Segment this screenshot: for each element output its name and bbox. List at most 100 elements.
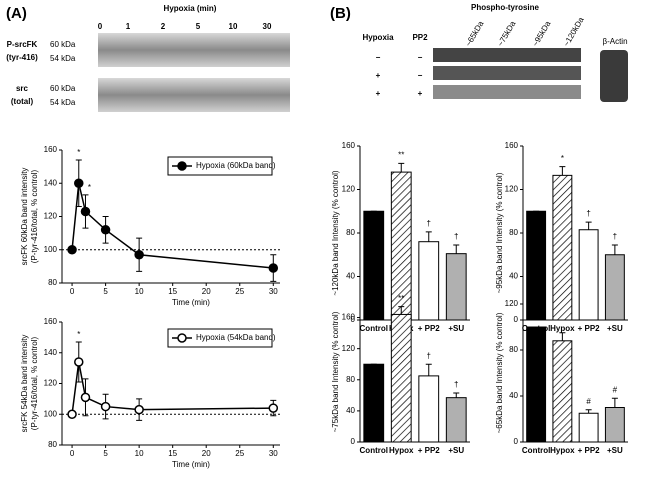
x-tick-label: Hypox bbox=[550, 446, 575, 455]
error-bar bbox=[559, 166, 566, 176]
x-tick-label: Control bbox=[360, 324, 388, 333]
x-tick-label: + PP2 bbox=[578, 446, 601, 455]
point bbox=[134, 249, 144, 260]
x-tick-label: 30 bbox=[269, 287, 278, 296]
y-axis-label: (P-tyr-416/total, % control) bbox=[30, 169, 39, 263]
x-tick-label: 15 bbox=[168, 449, 177, 458]
y-tick-label: 40 bbox=[346, 272, 355, 281]
x-tick-label: Control bbox=[522, 446, 550, 455]
blot-image bbox=[433, 85, 581, 99]
x-tick-label: +SU bbox=[448, 324, 464, 333]
error-bar bbox=[559, 332, 566, 341]
legend-marker bbox=[177, 161, 187, 171]
bar bbox=[604, 254, 625, 321]
condition-sign: − bbox=[376, 53, 381, 62]
error-bar bbox=[611, 244, 618, 255]
y-tick-label: 160 bbox=[342, 141, 356, 150]
significance: * bbox=[77, 148, 80, 157]
bar bbox=[445, 253, 467, 321]
series-line bbox=[71, 183, 274, 269]
blot-image bbox=[98, 33, 290, 67]
significance: # bbox=[613, 385, 618, 394]
error-bar bbox=[398, 306, 405, 315]
error-bar bbox=[453, 244, 460, 254]
blot-image bbox=[600, 50, 628, 102]
band-label: ~65kDa bbox=[464, 19, 486, 48]
y-axis-label: srcFK 60kDa band intensity bbox=[20, 168, 29, 266]
y-tick-label: 80 bbox=[346, 228, 355, 237]
point bbox=[268, 263, 279, 273]
y-tick-label: 80 bbox=[48, 278, 57, 287]
y-tick-label: 0 bbox=[514, 315, 519, 324]
band-label: 54 kDa bbox=[50, 54, 76, 63]
significance: † bbox=[454, 380, 458, 389]
y-tick-label: 160 bbox=[342, 313, 356, 322]
y-tick-label: 40 bbox=[509, 391, 518, 400]
point bbox=[67, 245, 77, 255]
x-tick-label: 10 bbox=[135, 287, 144, 296]
bar bbox=[390, 313, 412, 443]
y-tick-label: 80 bbox=[509, 345, 518, 354]
time-label: 0 bbox=[98, 22, 103, 31]
bar bbox=[578, 229, 599, 321]
blot-row-label: (tyr-416) bbox=[6, 53, 38, 62]
bar bbox=[418, 241, 440, 321]
x-tick-label: 20 bbox=[202, 287, 211, 296]
significance: † bbox=[454, 232, 458, 241]
point bbox=[268, 403, 279, 413]
time-label: 30 bbox=[263, 22, 272, 31]
significance: ** bbox=[398, 151, 404, 160]
condition-sign: + bbox=[418, 89, 423, 98]
point bbox=[67, 409, 77, 419]
band-label: 60 kDa bbox=[50, 84, 76, 93]
y-tick-label: 40 bbox=[346, 406, 355, 415]
y-tick-label: 0 bbox=[351, 315, 356, 324]
bar bbox=[363, 363, 385, 443]
bar bbox=[445, 397, 467, 443]
condition-sign: − bbox=[418, 53, 423, 62]
y-tick-label: 120 bbox=[505, 299, 519, 308]
time-label: 1 bbox=[126, 22, 131, 31]
y-tick-label: 120 bbox=[44, 379, 58, 388]
band-label: 60 kDa bbox=[50, 40, 76, 49]
condition-header: PP2 bbox=[412, 33, 428, 42]
y-tick-label: 120 bbox=[342, 185, 356, 194]
significance: * bbox=[88, 183, 91, 192]
y-tick-label: 140 bbox=[44, 348, 58, 357]
bar bbox=[363, 210, 385, 321]
bar bbox=[526, 210, 547, 321]
blot-row-label: (total) bbox=[11, 97, 34, 106]
x-tick-label: 0 bbox=[70, 449, 75, 458]
point bbox=[80, 206, 91, 217]
x-tick-label: + PP2 bbox=[418, 324, 441, 333]
bar bbox=[552, 174, 573, 321]
x-tick-label: 10 bbox=[135, 449, 144, 458]
error-bar bbox=[585, 409, 592, 414]
significance: † bbox=[586, 209, 590, 218]
y-tick-label: 0 bbox=[514, 437, 519, 446]
condition-header: Hypoxia bbox=[362, 33, 394, 42]
y-axis-label: (P-tyr-416/total, % control) bbox=[30, 336, 39, 430]
x-tick-label: Hypox bbox=[550, 324, 575, 333]
y-axis-label: ~95kDa band Intensity (% control) bbox=[495, 172, 504, 293]
legend-marker bbox=[177, 333, 187, 343]
y-tick-label: 80 bbox=[346, 375, 355, 384]
significance: † bbox=[613, 232, 617, 241]
y-axis-label: srcFK 54kDa band intensity bbox=[20, 335, 29, 433]
x-tick-label: 15 bbox=[168, 287, 177, 296]
y-tick-label: 120 bbox=[342, 344, 356, 353]
x-tick-label: + PP2 bbox=[418, 446, 441, 455]
x-tick-label: 5 bbox=[103, 287, 108, 296]
point bbox=[74, 178, 84, 188]
y-tick-label: 0 bbox=[351, 437, 356, 446]
significance: # bbox=[586, 397, 591, 406]
blot-image bbox=[433, 48, 581, 62]
condition-sign: − bbox=[418, 71, 423, 80]
blot-title: Phospho-tyrosine bbox=[471, 3, 540, 12]
y-tick-label: 80 bbox=[48, 440, 57, 449]
legend-label: Hypoxia (60kDa band) bbox=[196, 161, 276, 170]
significance: * bbox=[561, 154, 564, 163]
time-label: 2 bbox=[161, 22, 166, 31]
significance: ** bbox=[398, 294, 404, 303]
band-label: ~95kDa bbox=[531, 19, 553, 48]
